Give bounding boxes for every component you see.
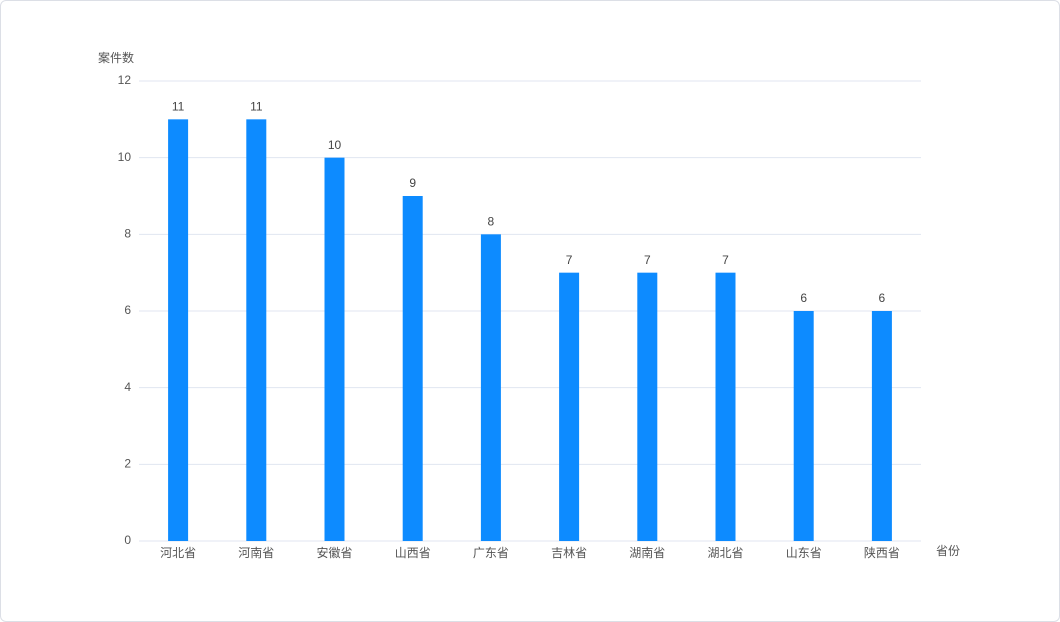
bar — [559, 272, 580, 541]
x-tick-label: 吉林省 — [551, 546, 587, 560]
bar — [793, 311, 814, 541]
value-label: 6 — [879, 291, 886, 305]
bar — [637, 272, 658, 541]
y-axis-label: 案件数 — [98, 50, 134, 65]
bar — [715, 272, 736, 541]
value-label: 10 — [328, 138, 342, 152]
bar — [246, 119, 267, 541]
y-tick-label: 10 — [118, 150, 132, 164]
x-tick-label: 河北省 — [160, 546, 196, 560]
y-tick-label: 4 — [124, 380, 131, 394]
y-tick-label: 0 — [124, 533, 131, 547]
x-axis-label: 省份 — [936, 544, 960, 558]
y-tick-label: 2 — [124, 457, 131, 471]
bar — [324, 157, 345, 541]
x-tick-label: 广东省 — [473, 546, 509, 560]
x-tick-label: 山西省 — [395, 546, 431, 560]
bar — [480, 234, 501, 542]
x-tick-label: 陕西省 — [864, 545, 900, 560]
value-label: 9 — [409, 176, 416, 190]
value-label: 7 — [566, 253, 573, 267]
bar — [871, 311, 892, 541]
bar — [168, 119, 189, 541]
bar — [402, 196, 423, 541]
x-tick-label: 山东省 — [786, 546, 822, 560]
value-label: 7 — [722, 253, 729, 267]
x-tick-label: 河南省 — [238, 545, 274, 560]
value-label: 11 — [172, 100, 185, 114]
y-tick-label: 6 — [124, 303, 131, 317]
x-tick-label: 湖北省 — [707, 545, 743, 560]
value-label: 8 — [488, 215, 495, 229]
value-label: 6 — [800, 291, 807, 305]
x-tick-label: 湖南省 — [629, 545, 665, 560]
y-tick-label: 8 — [124, 227, 131, 241]
y-tick-label: 12 — [118, 73, 132, 87]
value-label: 11 — [250, 100, 263, 114]
value-label: 7 — [644, 253, 651, 267]
x-tick-label: 安徽省 — [316, 545, 352, 560]
